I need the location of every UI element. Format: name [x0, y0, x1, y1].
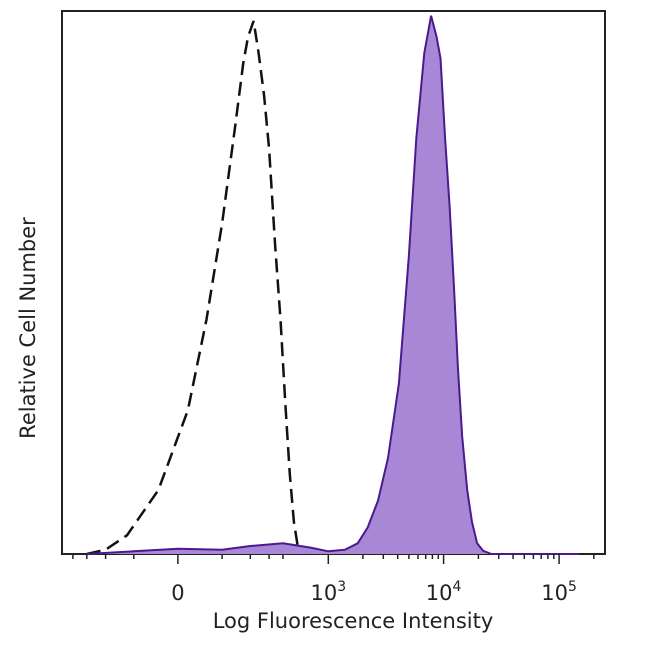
- x-axis-label: Log Fluorescence Intensity: [213, 609, 494, 633]
- plot-frame: [61, 10, 606, 555]
- x-tick-label: 0: [171, 581, 184, 605]
- x-tick-label: 104: [426, 579, 462, 605]
- series-layer: [86, 15, 580, 556]
- x-tick-label: 105: [541, 579, 577, 605]
- x-axis-ticks: 0 103 104 105: [72, 554, 595, 605]
- control-histogram-dashed: [86, 20, 307, 556]
- stained-histogram-fill: [86, 15, 580, 554]
- x-tick-label: 103: [310, 579, 346, 605]
- y-axis-label: Relative Cell Number: [16, 217, 40, 439]
- stained-histogram-outline: [86, 15, 580, 555]
